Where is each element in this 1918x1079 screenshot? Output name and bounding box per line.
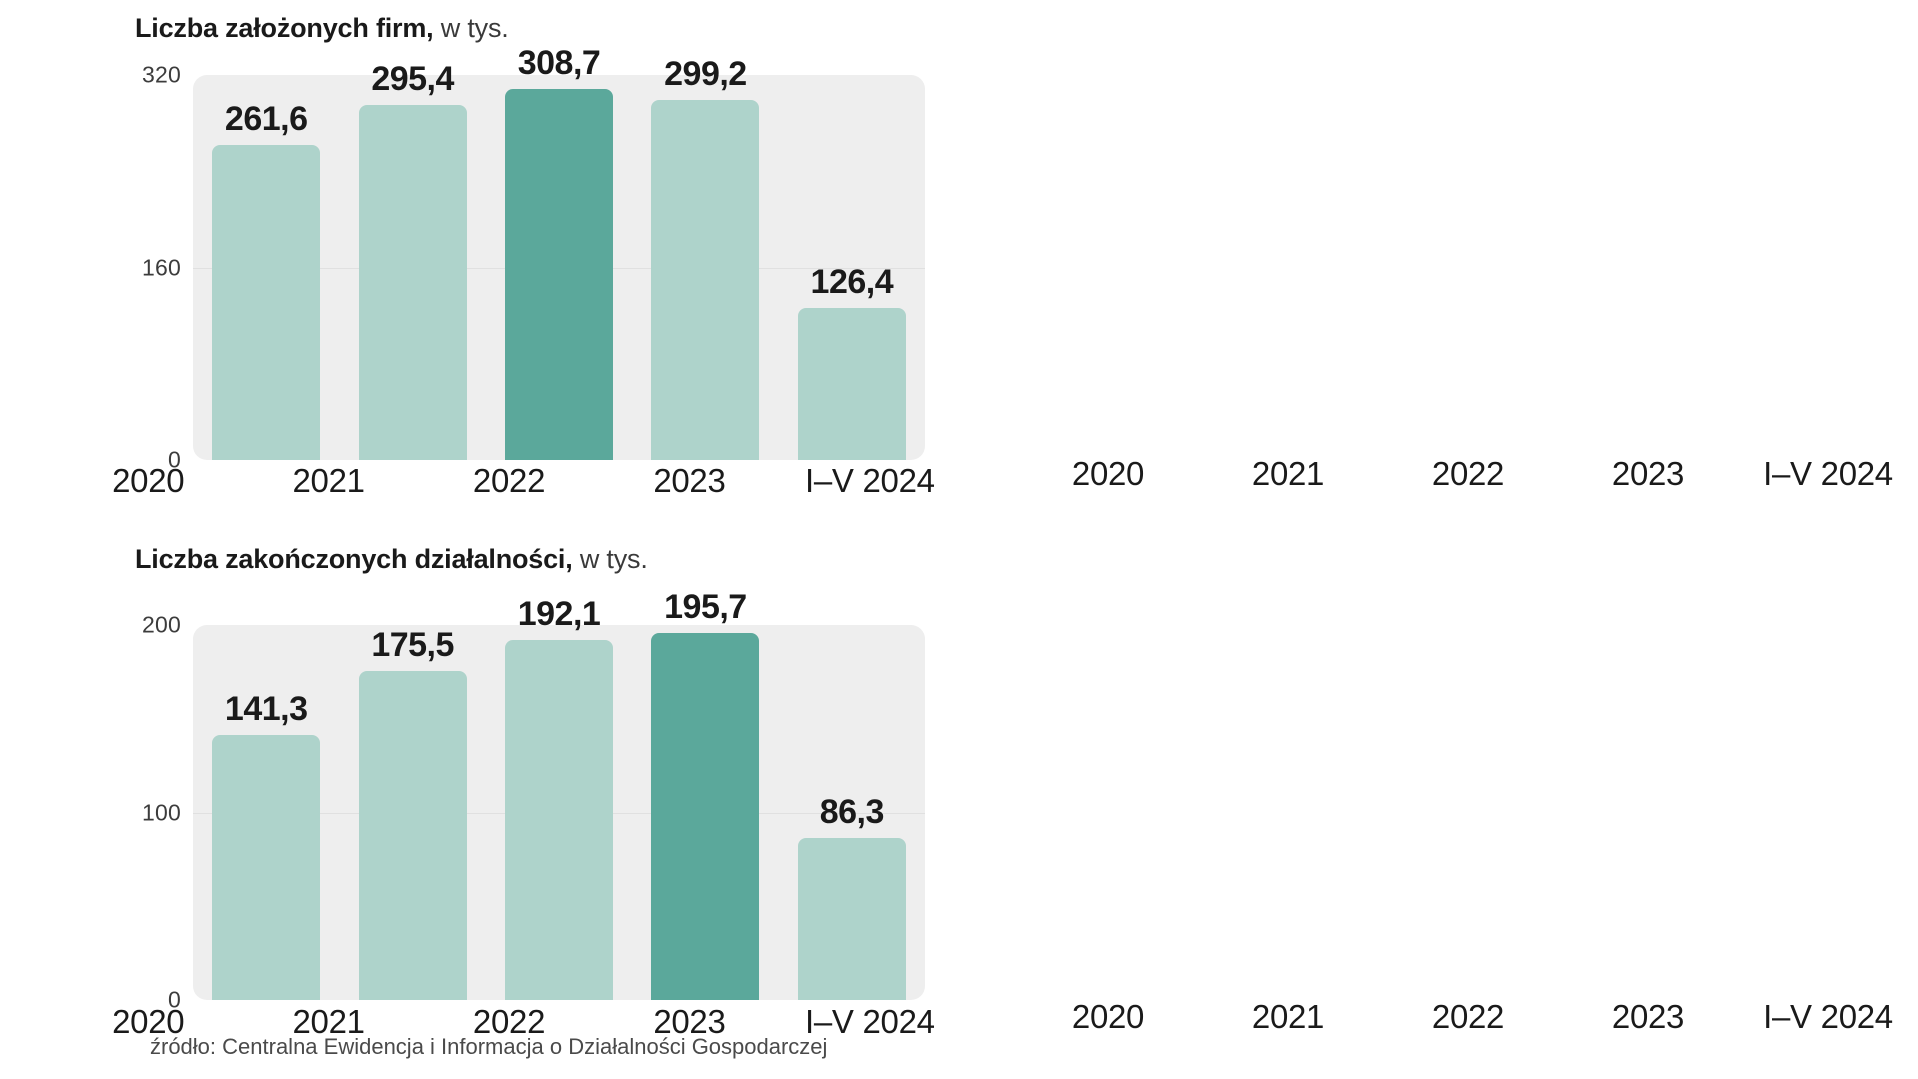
- bar-value-label: 192,1: [517, 594, 601, 633]
- chart-title: Liczba założonych firm, w tys.: [135, 13, 509, 44]
- bar-value-label: 195,7: [664, 588, 747, 627]
- x-axis-label: 2021: [292, 1003, 366, 1040]
- source-note: źródło: Centralna Ewidencja i Informacja…: [150, 1034, 828, 1059]
- bar[interactable]: 175,5: [358, 626, 467, 1000]
- bar[interactable]: 299,2: [651, 55, 760, 460]
- plot-body: 141,3 175,5 192,1 195,7 86,3: [193, 588, 925, 1000]
- bar-slot: 141,3: [193, 625, 339, 1000]
- chart-title-main: Liczba zakończonych działalności,: [135, 544, 573, 574]
- y-axis: 0 160 320: [135, 62, 193, 473]
- y-axis-tick: 320: [142, 61, 181, 88]
- chart-title-unit: w tys.: [572, 544, 648, 574]
- x-axis-label: 2020: [1071, 455, 1145, 492]
- x-axis-label: I–V 2024: [1763, 455, 1893, 492]
- bar-slot: 295,4: [339, 60, 485, 460]
- x-axis-label: I–V 2024: [1763, 998, 1893, 1035]
- bar[interactable]: 141,3: [212, 690, 321, 1000]
- bar-value-label: 141,3: [224, 690, 308, 729]
- y-axis: 0 100 200: [135, 612, 193, 1013]
- x-axis-label: I–V 2024: [804, 462, 935, 499]
- bar-value-label: 261,6: [224, 100, 308, 139]
- bar-slot: 126,4: [779, 75, 925, 460]
- x-axis-label: 2022: [1431, 455, 1505, 492]
- chart-panel-zalozone-firmy: Liczba założonych firm, w tys. 0 160 320 2…: [0, 0, 960, 535]
- x-axis-label: I–V 2024: [804, 1003, 935, 1040]
- chart-title-main: Liczba założonych firm,: [135, 13, 434, 43]
- x-axis-label: 2023: [1611, 455, 1685, 492]
- plot-body: 261,6 295,4 308,7 299,2 126,4: [193, 44, 925, 460]
- x-axis-labels: 2020 2021 2022 2023 I–V 2024: [1018, 455, 1918, 493]
- bar-slot: 299,2: [632, 55, 778, 460]
- bar-series: 141,3 175,5 192,1 195,7 86,3: [193, 588, 925, 1000]
- x-axis-labels: 2020 2021 2022 2023 I–V 2024: [58, 1003, 960, 1041]
- chart-title-unit: w tys.: [433, 13, 509, 43]
- bar[interactable]: 126,4: [797, 263, 906, 460]
- bar[interactable]: 86,3: [797, 793, 906, 1000]
- bar[interactable]: 195,7: [651, 588, 760, 1000]
- chart-panel-zawieszone-firmy: Liczba zawieszonych firm, w tys. 0200400…: [960, 535, 1918, 1035]
- x-axis-label: 2021: [292, 462, 366, 499]
- bar-series: 261,6 295,4 308,7 299,2 126,4: [193, 44, 925, 460]
- bar-value-label: 126,4: [810, 262, 894, 301]
- chart-panel-zakonczone-dzialalnosci: Liczba zakończonych działalności, w tys.…: [0, 535, 960, 1040]
- bar-value-label: 295,4: [371, 59, 454, 98]
- x-axis-label: 2022: [1431, 998, 1505, 1035]
- bar[interactable]: 261,6: [212, 100, 321, 460]
- bar-value-label: 175,5: [371, 625, 454, 664]
- bar-slot: 261,6: [193, 75, 339, 460]
- bar-slot: 192,1: [486, 595, 632, 1000]
- x-axis-label: 2022: [472, 1003, 546, 1040]
- charts-grid: Liczba założonych firm, w tys. 0 160 320 2…: [0, 0, 1918, 1040]
- y-axis-tick: 200: [142, 611, 181, 638]
- x-axis-label: 2022: [472, 462, 546, 499]
- chart-title: Liczba zakończonych działalności, w tys.: [135, 544, 648, 575]
- x-axis-label: 2021: [1251, 998, 1325, 1035]
- x-axis-label: 2023: [653, 462, 726, 499]
- y-axis-tick: 100: [142, 799, 181, 825]
- bar-value-label: 308,7: [517, 43, 601, 82]
- x-axis-label: 2021: [1251, 455, 1325, 492]
- plot-area: 0 100 200 141,3 175,5 192,1 195,7 86,3: [135, 588, 925, 1013]
- plot-area: 0 160 320 261,6 295,4 308,7 299,2 126,4: [135, 44, 925, 473]
- bar-slot: 86,3: [779, 625, 925, 1000]
- y-axis-tick: 0: [168, 446, 181, 473]
- bar-slot: 195,7: [632, 588, 778, 1000]
- x-axis-label: 2023: [653, 1003, 726, 1040]
- bar-slot: 175,5: [339, 625, 485, 1000]
- x-axis-label: 2020: [112, 462, 185, 499]
- bar-slot: 308,7: [486, 44, 632, 460]
- x-axis-label: 2020: [112, 1003, 185, 1040]
- y-axis-tick: 0: [168, 986, 181, 1013]
- bar[interactable]: 192,1: [505, 595, 614, 1000]
- bar[interactable]: 308,7: [505, 44, 614, 460]
- x-axis-labels: 2020 2021 2022 2023 I–V 2024: [58, 462, 960, 500]
- bar-value-label: 86,3: [819, 793, 885, 832]
- x-axis-labels: 2020 2021 2022 2023 I–V 2024: [1018, 998, 1918, 1036]
- bar[interactable]: 295,4: [358, 60, 467, 460]
- chart-panel-wznowione-dzialalnosci: Liczba wznowionych działalności, w tys. …: [960, 0, 1918, 535]
- bar-value-label: 299,2: [664, 55, 747, 94]
- x-axis-label: 2023: [1611, 998, 1685, 1035]
- y-axis-tick: 160: [142, 254, 181, 280]
- x-axis-label: 2020: [1071, 998, 1145, 1035]
